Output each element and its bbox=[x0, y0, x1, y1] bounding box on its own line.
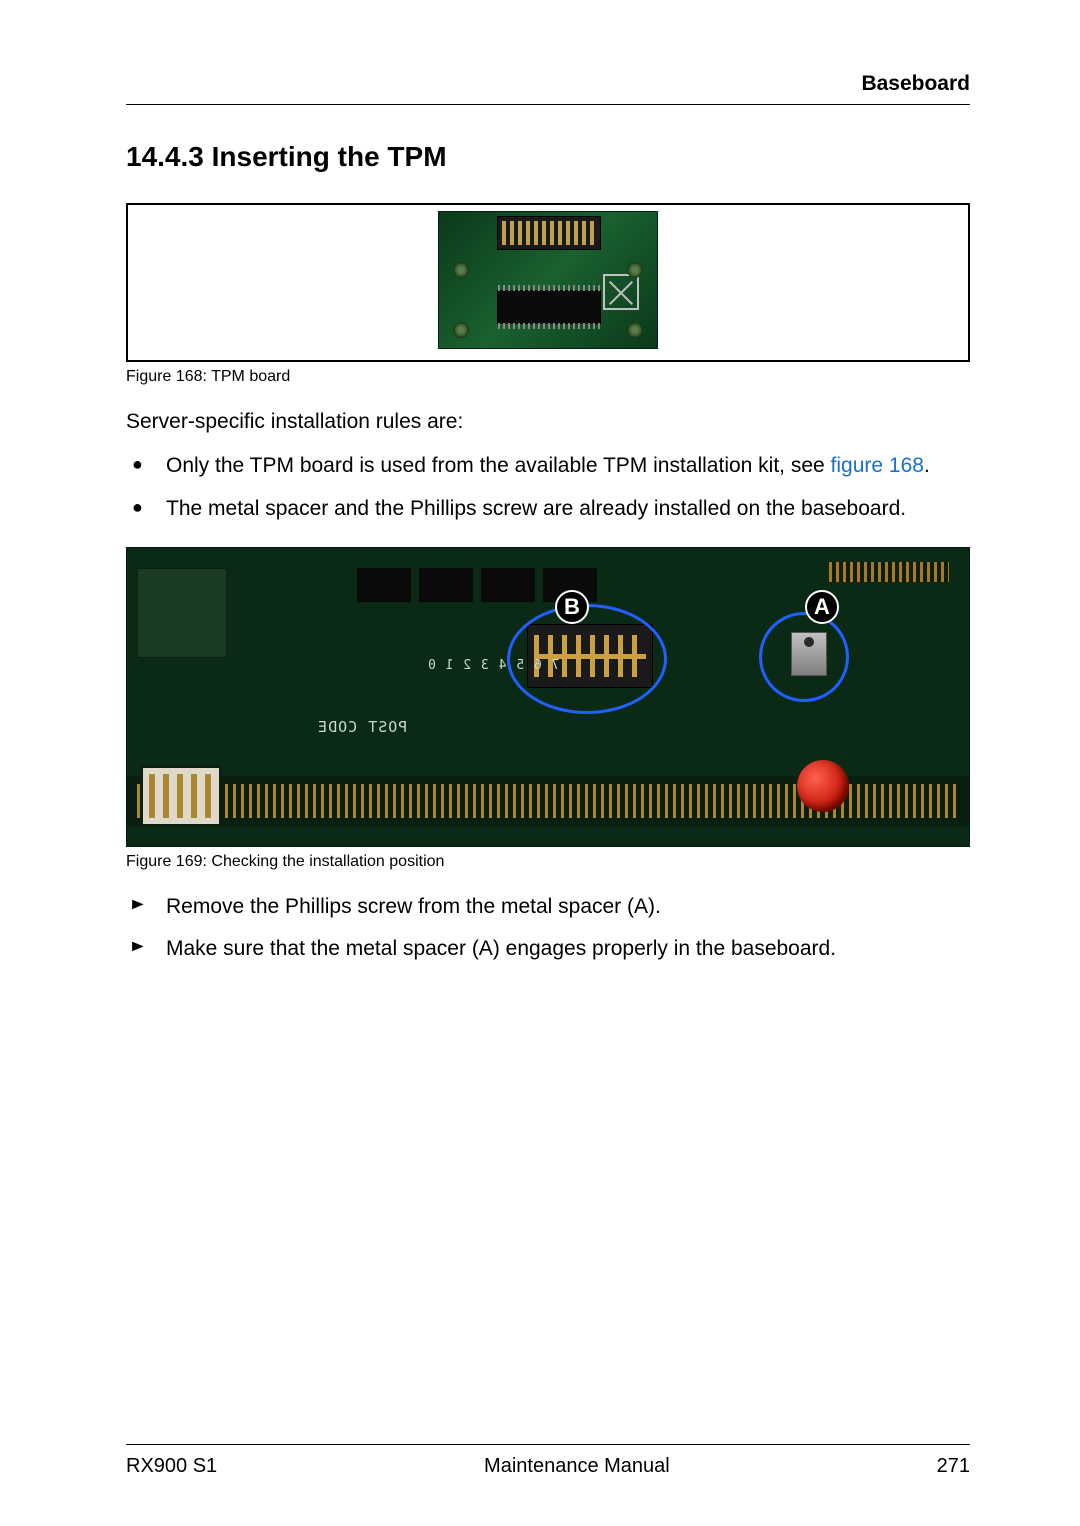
step-item: Make sure that the metal spacer (A) enga… bbox=[126, 935, 970, 963]
step-item: Remove the Phillips screw from the metal… bbox=[126, 893, 970, 921]
page: Baseboard 14.4.3 Inserting the TPM Figur… bbox=[0, 0, 1080, 1526]
list-text: . bbox=[924, 454, 930, 477]
figure-link[interactable]: figure 168 bbox=[831, 454, 924, 477]
rules-list: Only the TPM board is used from the avai… bbox=[126, 452, 970, 523]
list-text: Only the TPM board is used from the avai… bbox=[166, 454, 831, 477]
list-text: The metal spacer and the Phillips screw … bbox=[166, 497, 906, 520]
silk-text: 7 6 5 4 3 2 1 0 bbox=[427, 658, 559, 673]
footer-left: RX900 S1 bbox=[126, 1455, 217, 1478]
callout-a-label: A bbox=[805, 590, 839, 624]
list-item: Only the TPM board is used from the avai… bbox=[126, 452, 970, 480]
page-footer: RX900 S1 Maintenance Manual 271 bbox=[126, 1444, 970, 1478]
silk-text: POST CODE bbox=[317, 718, 407, 736]
list-item: The metal spacer and the Phillips screw … bbox=[126, 495, 970, 523]
figure-169-image: B A POST CODE 7 6 5 4 3 2 1 0 bbox=[126, 547, 970, 847]
figure-169-caption: Figure 169: Checking the installation po… bbox=[126, 853, 970, 871]
figure-168-box bbox=[126, 203, 970, 362]
running-header: Baseboard bbox=[126, 72, 970, 105]
footer-center: Maintenance Manual bbox=[484, 1455, 670, 1478]
section-heading: 14.4.3 Inserting the TPM bbox=[126, 141, 970, 173]
steps-list: Remove the Phillips screw from the metal… bbox=[126, 893, 970, 964]
footer-right: 271 bbox=[937, 1455, 970, 1478]
callout-b-label: B bbox=[555, 590, 589, 624]
intro-text: Server-specific installation rules are: bbox=[126, 408, 970, 436]
tpm-board-image bbox=[438, 211, 658, 349]
figure-168-caption: Figure 168: TPM board bbox=[126, 368, 970, 386]
